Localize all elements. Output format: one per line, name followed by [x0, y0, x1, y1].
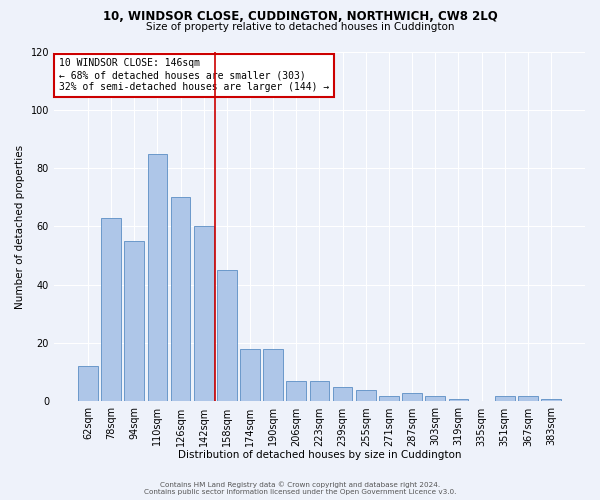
- Text: 10 WINDSOR CLOSE: 146sqm
← 68% of detached houses are smaller (303)
32% of semi-: 10 WINDSOR CLOSE: 146sqm ← 68% of detach…: [59, 58, 329, 92]
- Bar: [379, 396, 399, 402]
- Bar: [286, 381, 306, 402]
- Bar: [240, 349, 260, 402]
- Bar: [402, 392, 422, 402]
- Bar: [541, 398, 561, 402]
- Bar: [495, 396, 515, 402]
- Bar: [263, 349, 283, 402]
- Bar: [333, 387, 352, 402]
- Bar: [101, 218, 121, 402]
- Bar: [425, 396, 445, 402]
- Bar: [310, 381, 329, 402]
- Bar: [194, 226, 214, 402]
- Text: Contains HM Land Registry data © Crown copyright and database right 2024.
Contai: Contains HM Land Registry data © Crown c…: [144, 482, 456, 495]
- Bar: [449, 398, 468, 402]
- Bar: [356, 390, 376, 402]
- Text: 10, WINDSOR CLOSE, CUDDINGTON, NORTHWICH, CW8 2LQ: 10, WINDSOR CLOSE, CUDDINGTON, NORTHWICH…: [103, 10, 497, 23]
- Bar: [217, 270, 236, 402]
- Bar: [518, 396, 538, 402]
- Bar: [148, 154, 167, 402]
- Bar: [78, 366, 98, 402]
- Bar: [124, 241, 144, 402]
- Bar: [170, 198, 190, 402]
- Y-axis label: Number of detached properties: Number of detached properties: [15, 144, 25, 308]
- Text: Size of property relative to detached houses in Cuddington: Size of property relative to detached ho…: [146, 22, 454, 32]
- X-axis label: Distribution of detached houses by size in Cuddington: Distribution of detached houses by size …: [178, 450, 461, 460]
